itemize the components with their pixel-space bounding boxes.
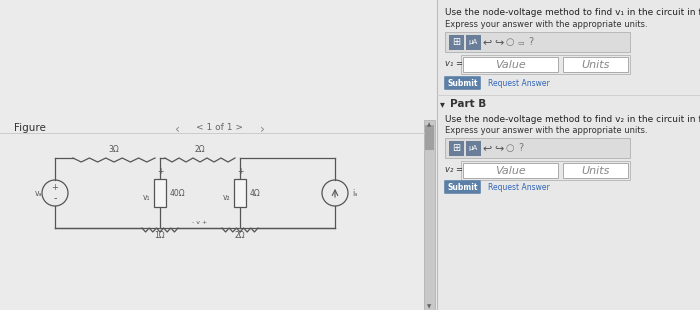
Text: ⊞: ⊞ — [452, 143, 460, 153]
FancyBboxPatch shape — [449, 140, 463, 156]
Text: ▼: ▼ — [428, 304, 432, 309]
Text: v₁ =: v₁ = — [445, 60, 463, 69]
Text: 2Ω: 2Ω — [234, 232, 245, 241]
Text: iₐ: iₐ — [352, 188, 357, 197]
Text: v₂ =: v₂ = — [445, 166, 463, 175]
Text: 1Ω: 1Ω — [155, 232, 165, 241]
Text: ?: ? — [519, 143, 524, 153]
Text: ↩: ↩ — [482, 37, 491, 47]
Text: Use the node-voltage method to find v₂ in the circuit in figure if vₐ = 20 V and: Use the node-voltage method to find v₂ i… — [445, 115, 700, 124]
FancyBboxPatch shape — [444, 76, 481, 90]
FancyBboxPatch shape — [234, 179, 246, 207]
Text: ○: ○ — [505, 37, 514, 47]
Text: Units: Units — [581, 60, 610, 69]
Text: ?: ? — [528, 37, 533, 47]
Text: ⊞: ⊞ — [452, 37, 460, 47]
Text: Value: Value — [495, 166, 526, 175]
FancyBboxPatch shape — [154, 179, 166, 207]
Text: ↪: ↪ — [494, 37, 504, 47]
Text: - v +: - v + — [193, 219, 208, 224]
Text: ↪: ↪ — [494, 143, 504, 153]
FancyBboxPatch shape — [463, 163, 558, 178]
Text: Request Answer: Request Answer — [488, 183, 550, 192]
Text: Request Answer: Request Answer — [488, 78, 550, 87]
Text: Submit: Submit — [447, 78, 477, 87]
Text: 4Ω: 4Ω — [250, 188, 260, 197]
FancyBboxPatch shape — [445, 32, 630, 52]
Text: +: + — [157, 167, 163, 176]
FancyBboxPatch shape — [445, 138, 630, 158]
FancyBboxPatch shape — [449, 34, 463, 50]
FancyBboxPatch shape — [437, 0, 700, 310]
Text: v₂: v₂ — [223, 193, 230, 202]
Text: Units: Units — [581, 166, 610, 175]
Text: ‹: ‹ — [175, 123, 180, 136]
Text: 3Ω: 3Ω — [108, 145, 120, 154]
FancyBboxPatch shape — [424, 120, 435, 310]
Text: Value: Value — [495, 60, 526, 69]
FancyBboxPatch shape — [463, 57, 558, 72]
FancyBboxPatch shape — [466, 140, 480, 156]
Text: ↩: ↩ — [482, 143, 491, 153]
Text: -: - — [53, 193, 57, 203]
Text: Express your answer with the appropriate units.: Express your answer with the appropriate… — [445, 126, 648, 135]
Text: ▲: ▲ — [428, 122, 432, 127]
Text: +: + — [52, 184, 58, 193]
Text: Part B: Part B — [450, 99, 486, 109]
Text: Submit: Submit — [447, 183, 477, 192]
Text: ›: › — [260, 123, 265, 136]
FancyBboxPatch shape — [563, 57, 628, 72]
Text: vₐ: vₐ — [35, 188, 43, 197]
FancyBboxPatch shape — [0, 0, 437, 310]
Text: < 1 of 1 >: < 1 of 1 > — [197, 123, 244, 132]
Text: Use the node-voltage method to find v₁ in the circuit in figure (Figure 1) if vₐ: Use the node-voltage method to find v₁ i… — [445, 8, 700, 17]
Text: +: + — [237, 167, 243, 176]
Text: μA: μA — [468, 145, 477, 151]
Text: Figure: Figure — [14, 123, 46, 133]
Text: ○: ○ — [505, 143, 514, 153]
Text: ▾: ▾ — [440, 99, 445, 109]
Text: v₁: v₁ — [143, 193, 150, 202]
FancyBboxPatch shape — [444, 180, 481, 194]
Text: Express your answer with the appropriate units.: Express your answer with the appropriate… — [445, 20, 648, 29]
FancyBboxPatch shape — [425, 125, 434, 150]
FancyBboxPatch shape — [466, 34, 480, 50]
Text: ▭: ▭ — [518, 39, 524, 45]
Text: 40Ω: 40Ω — [170, 188, 186, 197]
FancyBboxPatch shape — [563, 163, 628, 178]
Text: 2Ω: 2Ω — [195, 145, 205, 154]
Text: μA: μA — [468, 39, 477, 45]
